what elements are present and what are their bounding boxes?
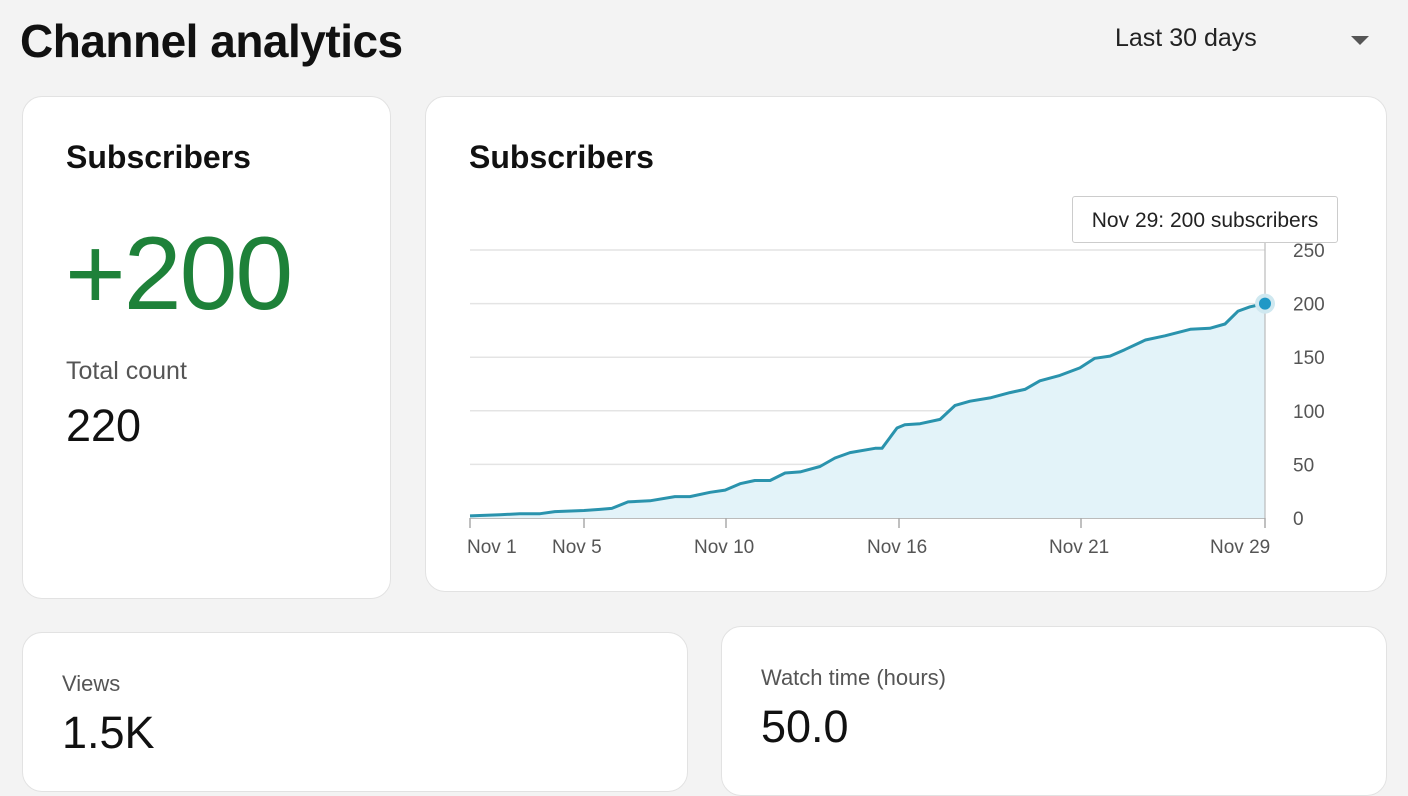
watch-time-value: 50.0 (761, 701, 849, 752)
card-title: Subscribers (66, 139, 251, 175)
views-card: Views 1.5K (22, 632, 688, 792)
watch-time-label: Watch time (hours) (761, 665, 947, 690)
total-count-label: Total count (66, 357, 187, 385)
chart-title: Subscribers (469, 139, 654, 175)
date-range-dropdown[interactable]: Last 30 days (1115, 24, 1375, 58)
subscribers-summary-card: Subscribers +200 Total count 220 (22, 96, 391, 599)
page-title: Channel analytics (20, 15, 403, 67)
subscribers-chart-card: Subscribers (425, 96, 1387, 592)
date-range-label: Last 30 days (1115, 24, 1257, 52)
subscriber-change: +200 (65, 216, 293, 332)
views-value: 1.5K (62, 707, 155, 758)
chart-tooltip: Nov 29: 200 subscribers (1072, 196, 1338, 243)
total-count-value: 220 (66, 400, 142, 451)
watch-time-card: Watch time (hours) 50.0 (721, 626, 1387, 796)
chevron-down-icon (1351, 36, 1369, 45)
views-label: Views (62, 671, 121, 696)
